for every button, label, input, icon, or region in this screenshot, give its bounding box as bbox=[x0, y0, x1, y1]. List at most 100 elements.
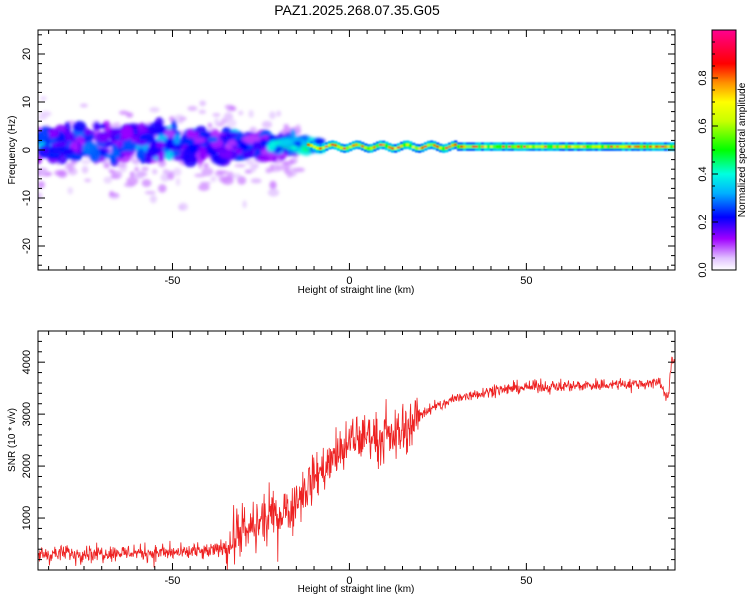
spectrogram-cell bbox=[666, 145, 671, 148]
spectrogram-cell bbox=[324, 145, 329, 148]
spectrogram-cell bbox=[156, 134, 168, 143]
spectrogram-cell bbox=[187, 105, 198, 112]
spectrogram-cell bbox=[609, 145, 614, 148]
spectrogram-cell bbox=[654, 145, 659, 148]
spectrogram-cell bbox=[242, 200, 247, 209]
spectrogram-cell bbox=[295, 124, 301, 132]
spectrogram-cell bbox=[444, 147, 449, 150]
spectrogram-cell bbox=[426, 144, 431, 147]
spectrogram-cell bbox=[531, 145, 536, 148]
spectrogram-cell bbox=[363, 146, 368, 149]
x-tick-label: 0 bbox=[346, 275, 352, 287]
spectrogram-scatter bbox=[38, 96, 328, 211]
spectrogram-cell bbox=[81, 160, 91, 164]
spectrogram-cell bbox=[327, 144, 332, 147]
spectrogram-cell bbox=[250, 163, 257, 173]
spectrogram-cell bbox=[64, 165, 76, 170]
spectrogram-cell bbox=[276, 110, 281, 117]
spectrogram-cell bbox=[160, 173, 170, 182]
spectrogram-cell bbox=[669, 145, 674, 148]
spectrogram-cell bbox=[465, 145, 470, 148]
spectrogram-cell bbox=[618, 145, 623, 148]
snr-line bbox=[38, 356, 675, 570]
y-tick-label: 4000 bbox=[21, 350, 33, 374]
spectrogram-cell bbox=[136, 148, 146, 162]
spectrogram-cell bbox=[241, 135, 255, 143]
spectrogram-cell bbox=[95, 131, 110, 144]
spectrogram-cell bbox=[594, 145, 599, 148]
spectrogram-panel: -50 0 50 -20 -10 0 10 20 Height of straight lin… bbox=[7, 29, 676, 296]
spectrogram-cell bbox=[244, 169, 253, 174]
spectrogram-cell bbox=[249, 126, 257, 134]
spectrogram-cell bbox=[282, 127, 293, 134]
colorbar-tick-label: 0.8 bbox=[697, 70, 709, 85]
spectrogram-cell bbox=[534, 145, 539, 148]
spectrogram-cell bbox=[612, 145, 617, 148]
spectrogram-cell bbox=[498, 145, 503, 148]
spectrogram-cell bbox=[173, 167, 182, 177]
spectrogram-cell bbox=[186, 131, 200, 138]
spectrogram-cell bbox=[651, 145, 656, 148]
spectrogram-cell bbox=[645, 145, 650, 148]
spectrogram-cell bbox=[408, 144, 413, 147]
snr-panel: -50 0 50 1000 2000 3000 4000 Height of straigh… bbox=[7, 330, 676, 595]
spectrogram-cell bbox=[354, 143, 359, 146]
spectrogram-cell bbox=[624, 145, 629, 148]
spectrogram-cell bbox=[155, 140, 165, 149]
colorbar-tick-label: 0.0 bbox=[697, 262, 709, 277]
spectrogram-cell bbox=[212, 113, 221, 117]
spectrogram-cell bbox=[229, 106, 237, 112]
spectrogram-cell bbox=[573, 145, 578, 148]
spectrogram-cell bbox=[639, 145, 644, 148]
spectrogram-cell bbox=[67, 187, 74, 195]
spectrogram-cell bbox=[633, 145, 638, 148]
spectrogram-cell bbox=[152, 168, 158, 175]
spectrogram-cell bbox=[360, 145, 365, 148]
spectrogram-cell bbox=[234, 163, 246, 168]
spectrogram-cell bbox=[118, 110, 129, 115]
spectrogram-cell bbox=[570, 145, 575, 148]
spectrogram-cell bbox=[501, 145, 506, 148]
spectrogram-cell bbox=[182, 148, 191, 161]
spectrogram-cell bbox=[540, 145, 545, 148]
spectrogram-cell bbox=[321, 146, 326, 149]
y-tick-label: -20 bbox=[21, 238, 33, 254]
spectrogram-cell bbox=[250, 178, 262, 184]
spectrogram-cell bbox=[585, 145, 590, 148]
spectrogram-cell bbox=[242, 151, 251, 160]
spectrogram-cell bbox=[293, 140, 302, 147]
spectrogram-cell bbox=[630, 145, 635, 148]
spectrogram-cell bbox=[339, 146, 344, 149]
spectrogram-cell bbox=[516, 145, 521, 148]
spectrogram-cell bbox=[53, 141, 69, 147]
spectrogram-cell bbox=[648, 145, 653, 148]
spectrogram-cell bbox=[203, 162, 209, 169]
spectrogram-cell bbox=[399, 145, 404, 148]
y-tick-label: -10 bbox=[21, 190, 33, 206]
colorbar-ticks: 0.0 0.2 0.4 0.6 0.8 bbox=[697, 41, 718, 278]
spectrogram-cell bbox=[194, 173, 206, 178]
spectrogram-cell bbox=[314, 138, 326, 145]
spectrogram-cell bbox=[225, 131, 240, 138]
spectrogram-cell bbox=[214, 117, 219, 127]
spectrogram-cell bbox=[507, 145, 512, 148]
spectrogram-cell bbox=[81, 166, 89, 174]
spectrogram-cell bbox=[615, 145, 620, 148]
spectrogram-cell bbox=[543, 145, 548, 148]
snr-ticks: -50 0 50 1000 2000 3000 4000 bbox=[21, 330, 675, 587]
snr-x-axis-label: Height of straight line (km) bbox=[298, 584, 415, 595]
spectrogram-cell bbox=[38, 114, 48, 120]
spectrogram-cell bbox=[588, 145, 593, 148]
spectrogram-cell bbox=[178, 202, 189, 211]
spectrogram-cell bbox=[660, 145, 665, 148]
spectrogram-cell bbox=[342, 147, 347, 150]
spectrogram-cell bbox=[123, 182, 136, 188]
y-tick-label: 2000 bbox=[21, 454, 33, 478]
spectrogram-cell bbox=[126, 112, 134, 118]
spectrogram-cell bbox=[216, 170, 229, 175]
spectrogram-cell bbox=[474, 145, 479, 148]
spectrogram-cell bbox=[471, 145, 476, 148]
spectrogram-cell bbox=[261, 120, 273, 129]
spectrogram-cell bbox=[621, 145, 626, 148]
spectrogram-cell bbox=[144, 190, 156, 195]
